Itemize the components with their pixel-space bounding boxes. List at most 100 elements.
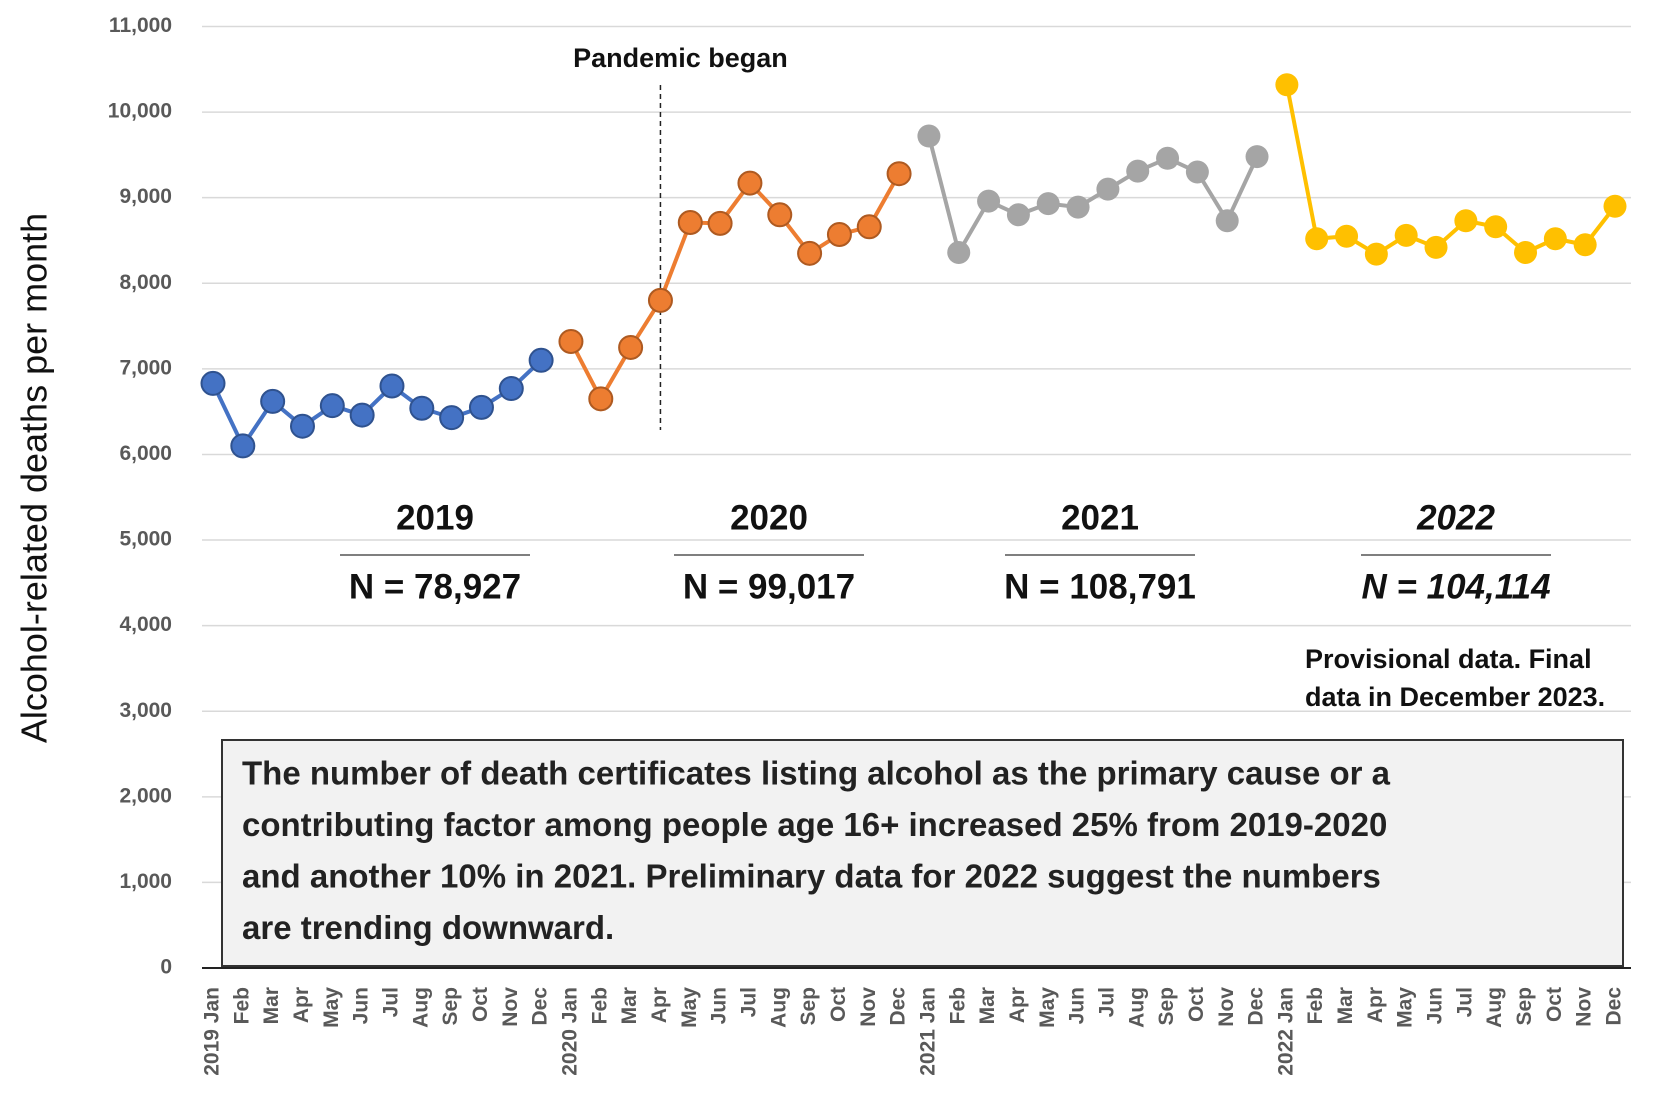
data-point — [707, 210, 733, 236]
x-tick-label: Aug — [767, 987, 790, 1028]
x-tick-label: Apr — [1364, 987, 1387, 1023]
data-point — [737, 170, 763, 196]
x-tick-label: Mar — [260, 987, 283, 1024]
year-total: N = 99,017 — [683, 567, 855, 606]
x-tick-label: Aug — [1125, 987, 1148, 1028]
x-tick-label: Oct — [469, 987, 492, 1022]
year-total: N = 104,114 — [1361, 567, 1550, 606]
x-tick-label: Nov — [1573, 987, 1596, 1027]
x-tick-label: Oct — [1543, 987, 1566, 1022]
data-point — [1006, 203, 1030, 227]
y-tick-label: 10,000 — [108, 100, 172, 123]
x-tick-label: Dec — [529, 987, 552, 1026]
data-point — [826, 221, 852, 247]
x-tick-label: Nov — [499, 987, 522, 1027]
x-tick-label: Apr — [1006, 987, 1029, 1023]
data-point — [409, 395, 435, 421]
data-point — [1394, 223, 1418, 247]
note-line: data in December 2023. — [1305, 682, 1605, 712]
year-label: 2021 — [1061, 498, 1139, 537]
y-tick-label: 0 — [160, 956, 172, 979]
data-point — [1514, 240, 1538, 264]
year-label: 2019 — [396, 498, 474, 537]
x-tick-label: Sep — [797, 987, 820, 1026]
data-point — [797, 240, 823, 266]
x-tick-label: Mar — [618, 987, 641, 1024]
data-point — [1185, 160, 1209, 184]
series-line — [1284, 84, 1617, 257]
data-point — [1424, 235, 1448, 259]
year-total: N = 78,927 — [349, 567, 521, 606]
data-point — [379, 373, 405, 399]
x-tick-label: Jul — [737, 987, 760, 1017]
y-tick-label: 9,000 — [119, 185, 172, 208]
x-tick-label: Sep — [439, 987, 462, 1026]
data-point — [1066, 195, 1090, 219]
data-point — [1364, 242, 1388, 266]
x-tick-label: Jun — [350, 987, 373, 1024]
y-tick-label: 5,000 — [119, 528, 172, 551]
x-tick-label: Feb — [588, 987, 611, 1024]
data-point — [498, 376, 524, 402]
data-point — [200, 370, 226, 396]
year-label: 2020 — [730, 498, 808, 537]
x-tick-label: 2020 Jan — [559, 987, 582, 1076]
x-tick-label: Apr — [290, 987, 313, 1023]
data-point — [1156, 146, 1180, 170]
data-point — [289, 413, 315, 439]
data-point — [647, 287, 673, 313]
x-tick-label: Jun — [708, 987, 731, 1024]
data-point — [558, 328, 584, 354]
summary-box — [221, 739, 1624, 967]
y-tick-label: 7,000 — [119, 356, 172, 379]
y-tick-label: 3,000 — [119, 699, 172, 722]
x-tick-label: Jun — [1424, 987, 1447, 1024]
year-label: 2022 — [1416, 498, 1495, 537]
data-point — [468, 394, 494, 420]
series-line — [926, 135, 1259, 258]
x-tick-label: Jul — [380, 987, 403, 1017]
x-tick-label: Oct — [827, 987, 850, 1022]
data-point — [856, 214, 882, 240]
note-line: Provisional data. Final — [1305, 644, 1592, 674]
data-point — [1603, 194, 1627, 218]
x-tick-label: Apr — [648, 987, 671, 1023]
data-point — [1126, 159, 1150, 183]
data-point — [1305, 227, 1329, 251]
x-tick-label: Jul — [1453, 987, 1476, 1017]
x-tick-label: May — [1394, 987, 1417, 1028]
series-line — [569, 172, 901, 403]
x-tick-label: Aug — [409, 987, 432, 1028]
data-point — [1543, 227, 1567, 251]
y-tick-label: 2,000 — [119, 784, 172, 807]
y-tick-label: 4,000 — [119, 613, 172, 636]
y-tick-label: 8,000 — [119, 271, 172, 294]
x-tick-label: 2019 Jan — [201, 987, 224, 1076]
x-tick-label: Mar — [1334, 987, 1357, 1024]
x-tick-label: Sep — [1513, 987, 1536, 1026]
x-tick-label: May — [320, 987, 343, 1028]
x-tick-label: Dec — [1245, 987, 1268, 1026]
x-tick-label: 2022 Jan — [1274, 987, 1297, 1076]
x-tick-label: Jun — [1066, 987, 1089, 1024]
data-point — [618, 334, 644, 360]
x-tick-label: Feb — [230, 987, 253, 1024]
year-total: N = 108,791 — [1004, 567, 1196, 606]
data-point — [1275, 73, 1299, 97]
x-tick-label: Dec — [887, 987, 910, 1026]
pandemic-label: Pandemic began — [573, 43, 788, 73]
data-point — [1454, 209, 1478, 233]
x-tick-label: May — [1036, 987, 1059, 1028]
x-tick-label: Nov — [1215, 987, 1238, 1027]
x-tick-label: Nov — [857, 987, 880, 1027]
summary-line: are trending downward. — [242, 909, 614, 946]
x-tick-label: May — [678, 987, 701, 1028]
data-point — [677, 210, 703, 236]
data-point — [767, 202, 793, 228]
data-point — [886, 161, 912, 187]
data-point — [917, 124, 941, 148]
y-axis-label: Alcohol-related deaths per month — [14, 213, 55, 743]
data-point — [319, 393, 345, 419]
data-point — [260, 388, 286, 414]
